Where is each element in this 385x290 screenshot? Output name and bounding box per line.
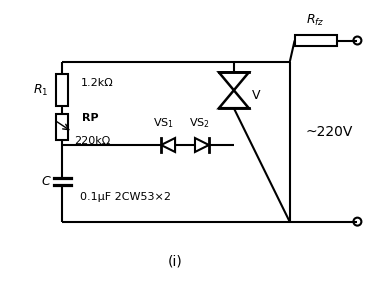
Text: $R_{fz}$: $R_{fz}$ [306,12,325,28]
Text: 220kΩ: 220kΩ [74,136,110,146]
Text: ~220V: ~220V [306,125,353,139]
Text: VS$_1$: VS$_1$ [152,116,174,130]
Text: 0.1μF 2CW53×2: 0.1μF 2CW53×2 [80,192,171,202]
Bar [295,35,338,46]
Text: 1.2kΩ: 1.2kΩ [80,78,113,88]
Text: RP: RP [82,113,99,123]
Polygon shape [195,138,209,152]
Text: VS$_2$: VS$_2$ [189,116,209,130]
Bar [57,114,69,140]
Text: $R_1$: $R_1$ [33,83,48,98]
Text: V: V [252,89,260,102]
Polygon shape [161,138,175,152]
Bar [57,74,69,106]
Text: C: C [41,175,50,188]
Text: (i): (i) [168,254,182,269]
